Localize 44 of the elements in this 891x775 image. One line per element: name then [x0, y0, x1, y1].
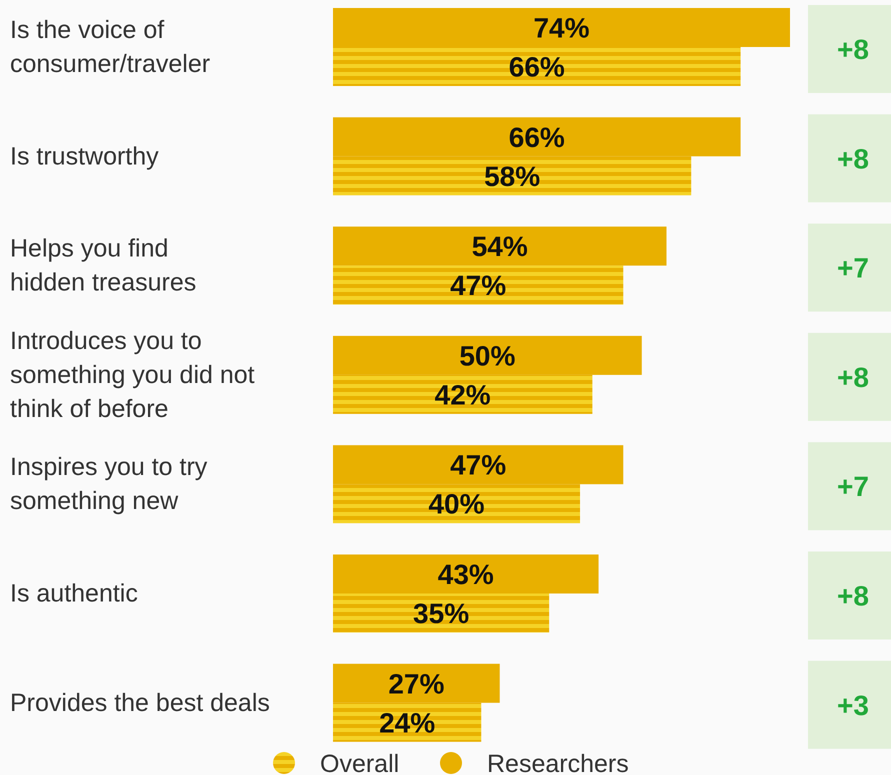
data-label: 43% [438, 559, 494, 590]
bar [333, 554, 599, 594]
data-label: 40% [428, 488, 485, 520]
data-label: 54% [472, 231, 528, 262]
text: +8 [837, 34, 869, 65]
data-label: 58% [484, 160, 540, 192]
y-tick-label: Introduces you to something you did not think of before [10, 326, 255, 423]
y-tick-label: Inspires you to try something new [10, 453, 208, 516]
data-label: 50% [459, 340, 516, 372]
bar [333, 484, 580, 524]
y-tick-label: Is authentic [10, 580, 138, 608]
data-label: 66% [508, 52, 565, 82]
legend-label: Researchers [487, 750, 629, 775]
y-tick-label: Is the voice of consumer/traveler [10, 16, 210, 78]
data-label: 24% [379, 707, 436, 738]
text: +7 [837, 471, 869, 502]
y-tick-label: Provides the best deals [10, 688, 270, 717]
data-label: 27% [388, 668, 444, 700]
bar [333, 374, 592, 414]
text: +3 [837, 690, 869, 721]
bar [333, 117, 741, 156]
bar [333, 266, 624, 305]
bar [333, 594, 550, 632]
legend-label: Overall [320, 750, 400, 775]
bar [333, 702, 482, 742]
data-label: 35% [413, 598, 470, 629]
text: +8 [837, 362, 869, 393]
bar [333, 445, 624, 484]
data-label: 47% [450, 270, 506, 302]
bar [333, 156, 692, 196]
bar [333, 336, 642, 375]
bar [333, 664, 500, 703]
data-label: 47% [450, 450, 506, 481]
bar [333, 226, 666, 266]
data-label: 42% [434, 379, 491, 410]
data-label: 74% [533, 12, 590, 44]
y-tick-label: Helps you find hidden treasures [10, 234, 196, 297]
text: +8 [837, 580, 869, 612]
y-tick-label: Is trustworthy [10, 142, 160, 170]
bar [333, 8, 790, 47]
data-label: 66% [508, 122, 565, 153]
bar [333, 47, 741, 86]
text: +7 [837, 252, 869, 284]
text: +8 [837, 143, 869, 174]
